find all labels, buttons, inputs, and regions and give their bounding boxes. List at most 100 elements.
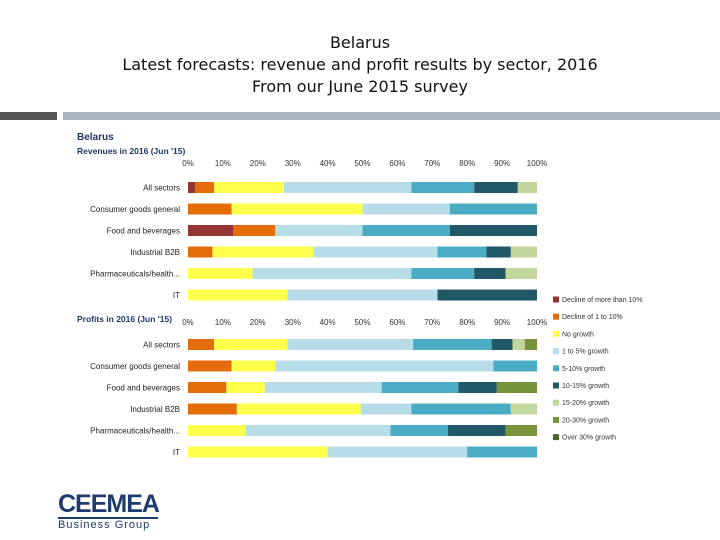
chart-2-x-tick-label: 30% <box>285 318 301 327</box>
chart-2-bar-segment <box>510 403 537 415</box>
chart-1-category-label: Food and beverages <box>107 227 180 236</box>
chart-2-bar-segment <box>512 339 525 350</box>
chart-1-bar-segment <box>437 246 487 258</box>
legend-swatch <box>553 399 559 406</box>
chart-1-bar-segment <box>283 182 412 193</box>
legend-swatch <box>553 348 559 355</box>
chart-1-bar-segment <box>233 225 276 236</box>
chart-2-category-label: All sectors <box>143 341 180 350</box>
chart-1-category-label: All sectors <box>143 184 180 193</box>
legend-swatch <box>553 365 559 372</box>
chart-2-bar-segment <box>188 425 246 436</box>
chart-2-bar-segment <box>360 403 412 415</box>
chart-1-bar-segment <box>188 268 253 279</box>
chart-1-category-label: IT <box>173 291 180 300</box>
legend-label: Decline of 1 to 10% <box>562 314 623 321</box>
chart-1-bar-segment <box>214 182 284 193</box>
chart-2-bar-segment <box>413 339 492 350</box>
chart-2-bar-segment <box>188 446 328 458</box>
chart-1-bar-segment <box>449 203 537 215</box>
legend-swatch <box>553 434 559 441</box>
chart-2-x-tick-label: 70% <box>424 318 440 327</box>
chart-2-x-tick-label: 90% <box>494 318 510 327</box>
chart-1-x-tick-label: 0% <box>182 159 194 168</box>
chart-1-x-tick-label: 90% <box>494 159 510 168</box>
chart-2-bar-segment <box>505 425 537 436</box>
chart-2-bar-segment <box>496 382 537 393</box>
logo-rule <box>58 517 158 519</box>
slide-title-line-3: From our June 2015 survey <box>252 77 468 96</box>
chart-1-bar-segment <box>362 225 450 236</box>
slide-title-line-1: Belarus <box>329 33 391 52</box>
chart-2-x-tick-label: 0% <box>182 318 194 327</box>
chart-2-bar-segment <box>381 382 459 393</box>
chart-1-x-tick-label: 70% <box>424 159 440 168</box>
chart-1-bar-segment <box>231 203 363 215</box>
chart-1-x-tick-label: 60% <box>389 159 405 168</box>
chart-1-bar-segment <box>517 182 537 193</box>
chart-1-bar-segment <box>505 268 537 279</box>
chart-2-bar-segment <box>188 403 237 415</box>
chart-2-bar-segment <box>236 403 361 415</box>
ceemea-logo: CEEMEA Business Group <box>58 490 160 531</box>
chart-1-bar-segment <box>362 203 450 215</box>
slide-title-line-2: Latest forecasts: revenue and profit res… <box>122 55 598 74</box>
chart-2-x-tick-label: 10% <box>215 318 231 327</box>
chart-1-bar-segment <box>212 246 314 258</box>
chart-2-subtitle: Profits in 2016 (Jun '15) <box>77 314 172 324</box>
chart-2-bar-segment <box>245 425 391 436</box>
chart-1-bar-segment <box>275 225 363 236</box>
chart-2-bar-segment <box>493 360 537 372</box>
slide-title: Belarus Latest forecasts: revenue and pr… <box>0 32 720 98</box>
chart-2-bar-segment <box>275 360 494 372</box>
chart-2-bar-segment <box>188 382 227 393</box>
legend-label: 1 to 5% growth <box>562 349 609 356</box>
chart-1-bar-segment <box>188 182 195 193</box>
chart-2-bar-segment <box>524 339 537 350</box>
chart-1-category-label: Pharmaceuticals/health... <box>90 270 180 279</box>
chart-2-x-tick-label: 50% <box>354 318 370 327</box>
chart-1-bar-segment <box>188 203 232 215</box>
title-accent-bar <box>0 112 720 120</box>
logo-main-text: CEEMEA <box>58 490 160 518</box>
legend-swatch <box>553 313 559 320</box>
chart-2-bar-segment <box>264 382 382 393</box>
chart-2-category-label: Pharmaceuticals/health... <box>90 427 180 436</box>
chart-1-bar-segment <box>188 289 288 301</box>
chart-1-bar-segment <box>252 268 412 279</box>
chart-2-bar-segment <box>231 360 276 372</box>
chart-1-bar-segment <box>313 246 438 258</box>
chart-1-x-tick-label: 30% <box>285 159 301 168</box>
chart-1-category-label: Consumer goods general <box>90 205 180 214</box>
chart-2-bar-segment <box>458 382 497 393</box>
chart-1-x-tick-label: 100% <box>527 159 547 168</box>
chart-2-category-label: Food and beverages <box>107 384 180 393</box>
chart-2-bar-segment <box>226 382 265 393</box>
chart-2-x-tick-label: 20% <box>250 318 266 327</box>
chart-2-x-tick-label: 60% <box>389 318 405 327</box>
chart-2-x-tick-label: 40% <box>320 318 336 327</box>
legend-label: 5-10% growth <box>562 366 605 373</box>
chart-1-bar-segment <box>437 289 537 301</box>
chart-2-bar-segment <box>467 446 537 458</box>
chart-2-bar-segment <box>390 425 449 436</box>
chart-1-x-tick-label: 80% <box>459 159 475 168</box>
chart-1-bar-segment <box>287 289 438 301</box>
chart-2-bar-segment <box>287 339 414 350</box>
chart-1-bar-segment <box>194 182 215 193</box>
legend-label: 20-30% growth <box>562 417 609 424</box>
legend-swatch <box>553 382 559 389</box>
chart-2-category-label: Industrial B2B <box>130 405 180 414</box>
title-accent-bar-light <box>63 112 720 120</box>
chart-1-bar-segment <box>411 182 475 193</box>
legend-label: No growth <box>562 331 594 338</box>
chart-2-bar-segment <box>327 446 468 458</box>
chart-2-category-label: Consumer goods general <box>90 362 180 371</box>
chart-1-bar-segment <box>411 268 475 279</box>
chart-1-bar-segment <box>474 182 518 193</box>
logo-sub-text: Business Group <box>58 519 151 531</box>
chart-1-bar-segment <box>486 246 511 258</box>
chart-1-x-tick-label: 50% <box>354 159 370 168</box>
chart-1-title: Belarus <box>77 132 114 143</box>
